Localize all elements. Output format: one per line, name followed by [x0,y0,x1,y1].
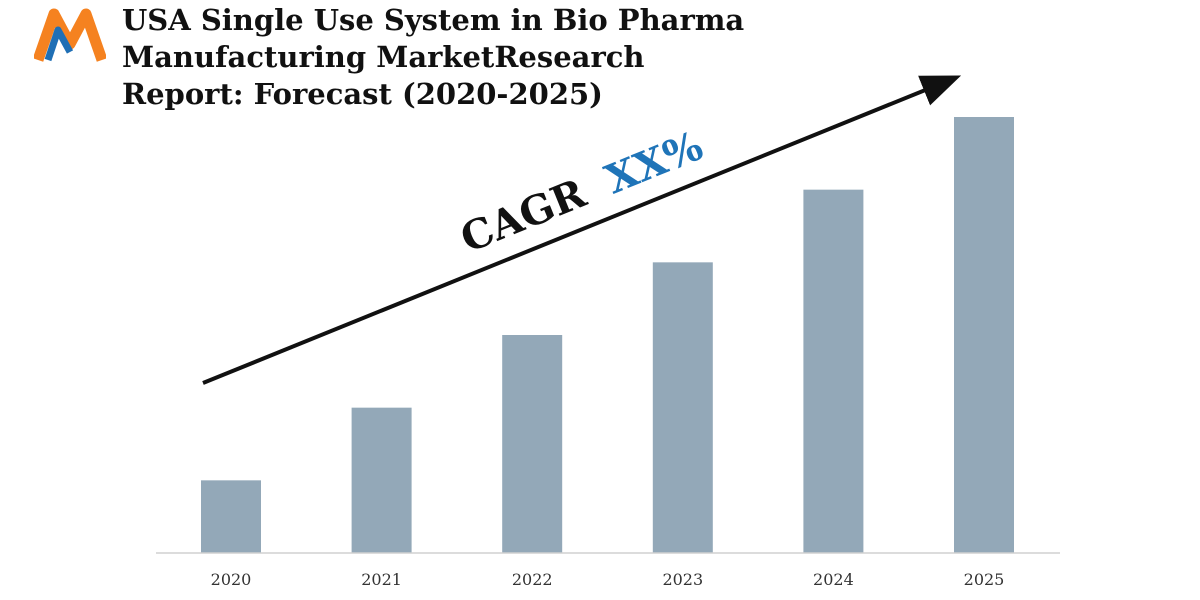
x-tick-label-2023: 2023 [662,570,703,589]
logo-orange-stroke [34,8,106,62]
bars-group [201,117,1014,553]
bar-2025 [954,117,1014,553]
bar-2023 [652,262,713,553]
cagr-label: CAGR [454,169,593,262]
title-line-1: USA Single Use System in Bio Pharma [122,3,745,37]
x-tick-label-2024: 2024 [813,570,854,589]
logo-blue-stroke [44,26,74,62]
bar-2021 [351,407,412,553]
title-line-2: Manufacturing MarketResearch [122,40,645,74]
bar-2024 [803,189,864,553]
bar-2022 [502,335,563,553]
cagr-arrow [202,75,962,385]
x-tick-label-2020: 2020 [211,570,252,589]
report-title: USA Single Use System in Bio Pharma Manu… [122,2,822,113]
x-axis-labels: 2020 2021 2022 2023 2024 2025 [211,570,1005,589]
cagr-value: XX% [599,122,709,203]
company-logo [34,8,106,62]
bar-2020 [201,480,261,553]
x-tick-label-2025: 2025 [964,570,1005,589]
x-tick-label-2022: 2022 [512,570,553,589]
title-line-3: Report: Forecast (2020-2025) [122,77,603,111]
x-tick-label-2021: 2021 [361,570,402,589]
